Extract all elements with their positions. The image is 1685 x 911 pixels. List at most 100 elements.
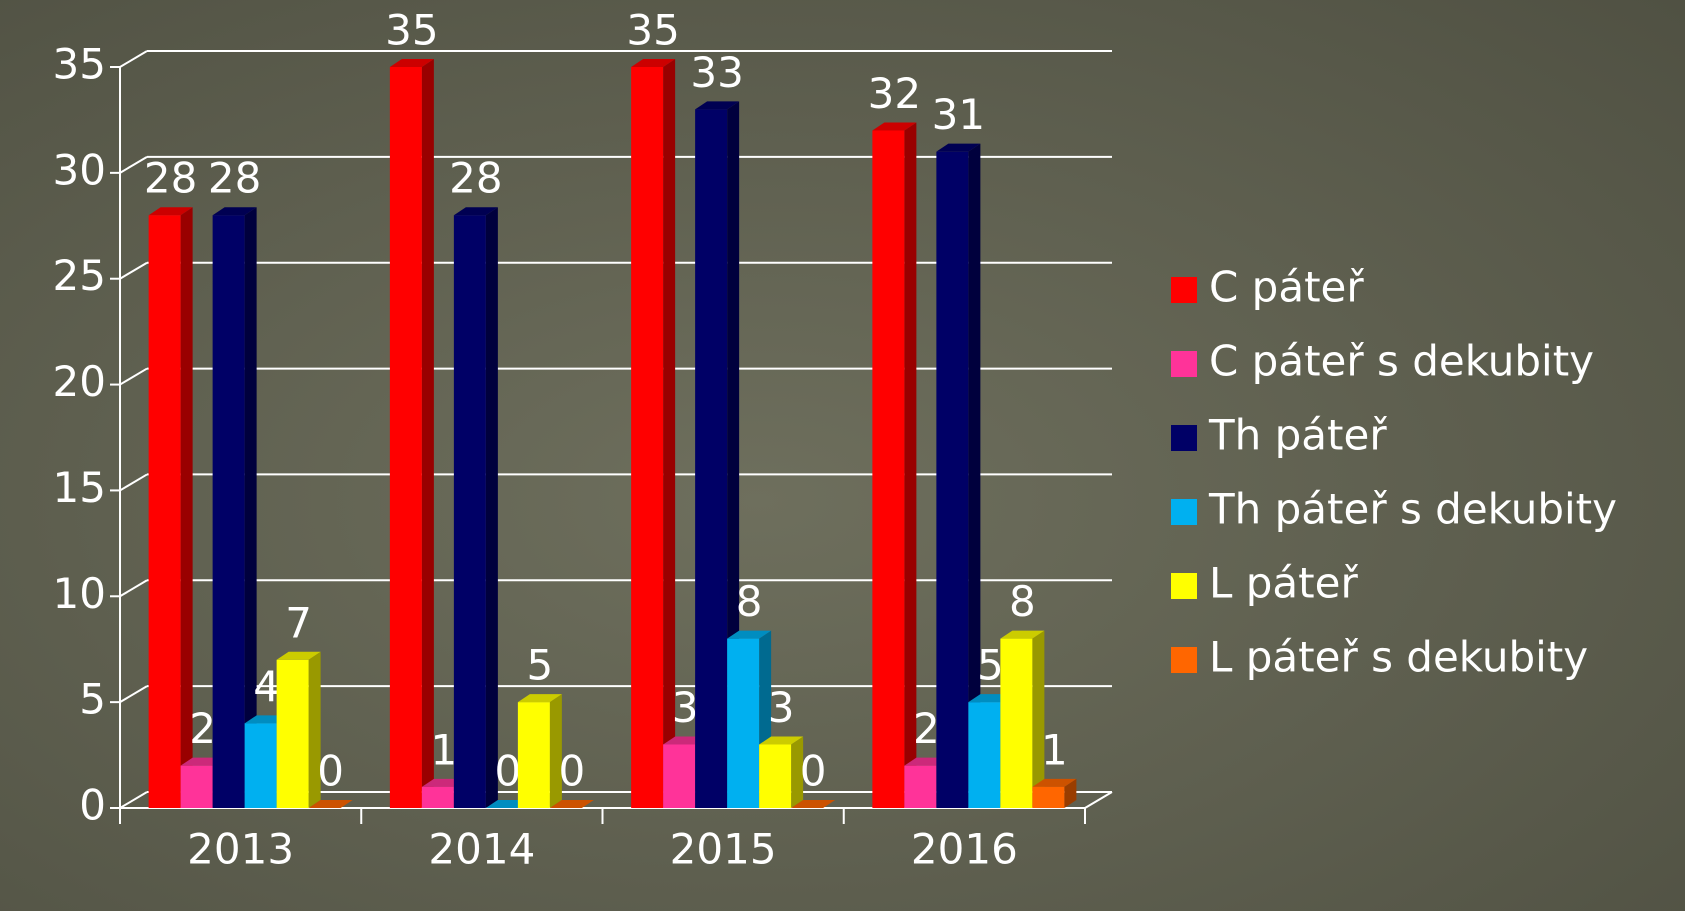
- grid-line-side: [119, 473, 148, 492]
- bar: [389, 67, 422, 808]
- bar: [968, 702, 1001, 808]
- floor-edge: [1084, 791, 1113, 809]
- bar: [421, 786, 454, 808]
- legend-label: L páteř s dekubity: [1209, 633, 1588, 682]
- grid-line-side: [119, 685, 148, 704]
- bar: [212, 215, 245, 808]
- bar-side: [663, 59, 676, 808]
- bar: [1032, 786, 1065, 808]
- data-label: 35: [626, 6, 679, 55]
- y-tick-label: 35: [53, 40, 106, 89]
- y-tick-label: 0: [79, 781, 106, 830]
- bar-side: [485, 207, 498, 808]
- bar-top: [1000, 630, 1045, 639]
- bar: [872, 130, 905, 808]
- data-label: 32: [868, 69, 921, 118]
- bar: [631, 67, 664, 808]
- bar-side: [308, 651, 321, 808]
- legend-swatch: [1171, 277, 1197, 303]
- bar: [1000, 638, 1033, 808]
- data-label: 8: [1009, 577, 1036, 626]
- legend-swatch: [1171, 499, 1197, 525]
- legend-label: C páteř: [1209, 263, 1364, 312]
- legend-swatch: [1171, 425, 1197, 451]
- bar: [904, 765, 937, 808]
- bar-top: [791, 800, 836, 808]
- y-tick-label: 20: [53, 357, 106, 406]
- bar-side: [1064, 778, 1077, 808]
- legend-swatch: [1171, 573, 1197, 599]
- bar-top: [276, 651, 321, 660]
- bar-top: [631, 59, 676, 67]
- x-tick-label: 2013: [187, 825, 294, 874]
- data-label: 2: [913, 704, 940, 753]
- data-label: 28: [449, 154, 502, 203]
- bar-top: [727, 630, 772, 639]
- data-label: 35: [385, 6, 438, 55]
- bar-side: [791, 736, 804, 808]
- data-label: 5: [977, 641, 1004, 690]
- bar: [759, 744, 792, 808]
- bar-top: [549, 800, 594, 808]
- y-tick-label: 30: [53, 145, 106, 194]
- legend-swatch: [1171, 647, 1197, 673]
- bar: [727, 638, 760, 808]
- data-label: 3: [768, 683, 795, 732]
- data-label: 0: [800, 747, 827, 796]
- bar-top: [389, 59, 434, 67]
- data-label: 1: [431, 725, 458, 774]
- bar: [180, 765, 213, 808]
- legend-label: L páteř: [1209, 559, 1358, 608]
- data-label: 1: [1041, 725, 1068, 774]
- grid-line-side: [119, 367, 148, 386]
- bar: [663, 744, 696, 808]
- data-label: 3: [672, 683, 699, 732]
- grid-line-side: [119, 261, 148, 280]
- bar-side: [727, 101, 740, 809]
- bar-top: [308, 800, 353, 808]
- bar-top: [759, 736, 804, 745]
- bar-side: [968, 143, 981, 808]
- grid-line-side: [119, 155, 148, 174]
- bar-side: [421, 59, 434, 808]
- x-tick-label: 2016: [911, 825, 1018, 874]
- bar-top: [212, 207, 257, 216]
- y-tick-label: 15: [53, 463, 106, 512]
- data-label: 28: [208, 154, 261, 203]
- bar: [148, 215, 181, 808]
- bar-top: [936, 143, 981, 152]
- bar-side: [1032, 630, 1045, 808]
- bar-top: [695, 101, 740, 110]
- x-tick-label: 2014: [428, 825, 535, 874]
- data-label: 31: [932, 90, 985, 139]
- bar-top: [453, 207, 498, 216]
- bar-top: [872, 122, 917, 131]
- x-tick-label: 2015: [670, 825, 777, 874]
- bar-side: [549, 694, 562, 808]
- data-label: 7: [285, 598, 312, 647]
- data-label: 4: [253, 662, 280, 711]
- data-label: 0: [495, 747, 522, 796]
- legend-label: Th páteř: [1208, 411, 1387, 460]
- data-label: 28: [144, 154, 197, 203]
- bar: [276, 659, 309, 808]
- grid-line-side: [119, 579, 148, 598]
- data-label: 0: [559, 747, 586, 796]
- bar: [517, 702, 550, 808]
- data-label: 2: [189, 704, 216, 753]
- legend-label: C páteř s dekubity: [1209, 337, 1594, 386]
- bar: [695, 109, 728, 809]
- legend-label: Th páteř s dekubity: [1208, 485, 1617, 534]
- bar-top: [517, 694, 562, 703]
- data-label: 0: [317, 747, 344, 796]
- bar-side: [244, 207, 257, 808]
- data-label: 5: [527, 641, 554, 690]
- y-tick-label: 10: [53, 569, 106, 618]
- grid-line-side: [119, 50, 148, 68]
- y-tick-label: 5: [79, 675, 106, 724]
- bar-top: [1032, 778, 1077, 787]
- legend-swatch: [1171, 351, 1197, 377]
- y-tick-label: 25: [53, 251, 106, 300]
- bar-side: [180, 207, 193, 808]
